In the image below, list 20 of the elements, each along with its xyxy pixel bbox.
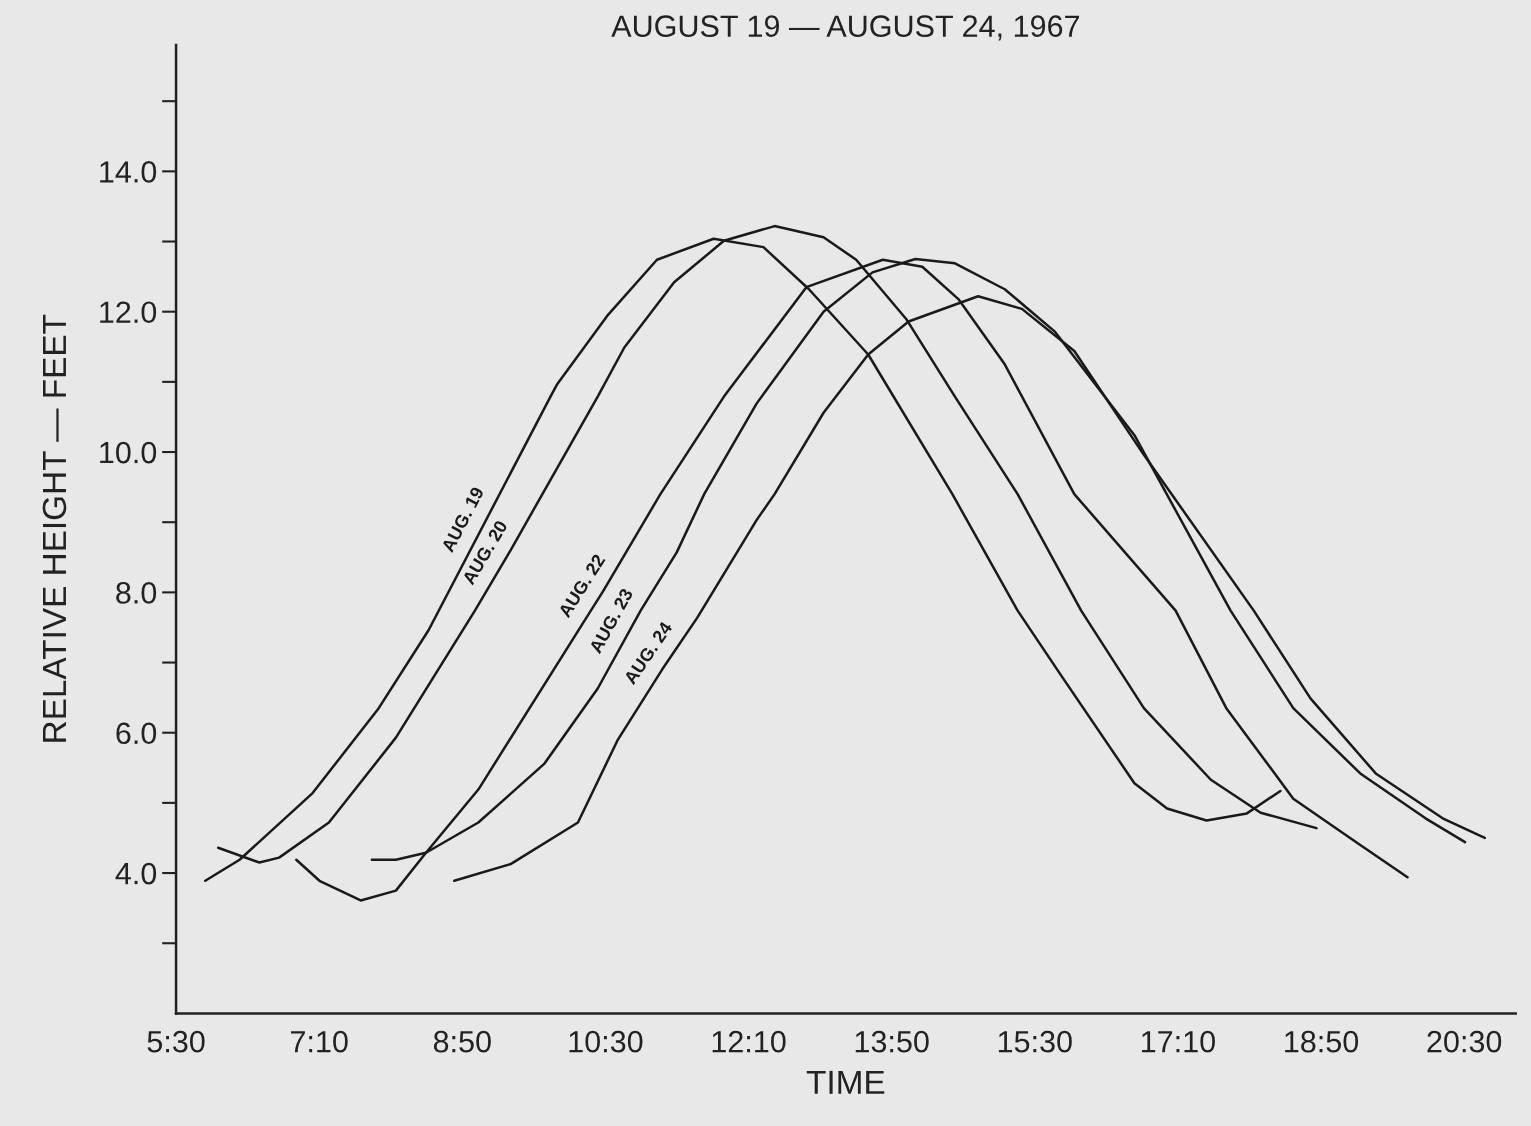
text: AUG. 23 (588, 587, 634, 655)
y-tick-label: 14.0 (100, 161, 157, 183)
y-axis-title: RELATIVE HEIGHT — FEET (42, 314, 67, 742)
x-tick-label: 17:10 (1142, 1030, 1215, 1053)
x-axis-title: TIME (806, 1070, 885, 1094)
y-tick-label: 6.0 (116, 722, 157, 745)
x-tick-label: 5:30 (147, 1030, 205, 1053)
x-tick-label: 12:10 (712, 1030, 786, 1053)
x-tick-label: 7:10 (291, 1030, 348, 1053)
x-tick-label: 20:30 (1427, 1030, 1502, 1053)
y-tick-label: 8.0 (116, 582, 157, 604)
x-tick-label: 15:30 (998, 1030, 1072, 1053)
x-tick-label: 13:50 (855, 1030, 929, 1053)
y-tick-label: 4.0 (115, 862, 157, 885)
chart-title: AUGUST 19 — AUGUST 24, 1967 (611, 15, 1080, 41)
y-tick-label: 12.0 (100, 301, 157, 324)
x-tick-label: 8:50 (433, 1030, 491, 1053)
x-tick-label: 18:50 (1285, 1030, 1359, 1053)
x-tick-label: 10:30 (569, 1030, 643, 1053)
y-tick-label: 10.0 (100, 441, 157, 464)
